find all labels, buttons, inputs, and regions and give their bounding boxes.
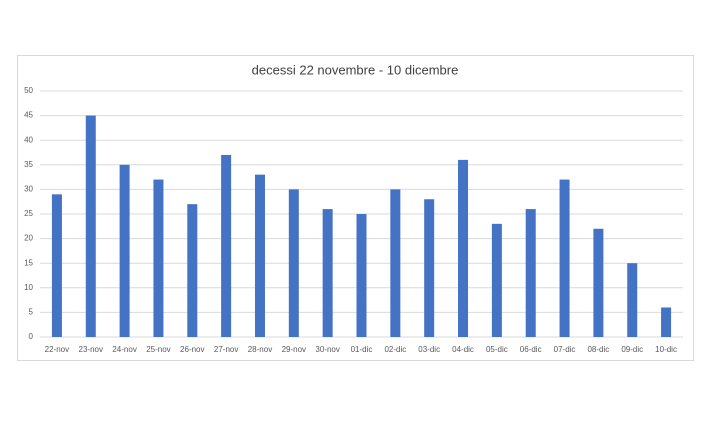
x-tick-label: 07-dic [554,345,576,354]
bar [254,174,265,337]
y-tick-label: 35 [24,160,33,169]
x-tick-label: 08-dic [587,345,609,354]
chart-title: decessi 22 novembre - 10 dicembre [252,62,459,77]
bar [85,115,96,337]
y-tick-label: 5 [29,308,34,317]
x-tick-label: 25-nov [146,345,170,354]
bar [424,199,435,337]
x-tick-label: 24-nov [112,345,136,354]
bar [390,189,401,337]
bar [322,209,333,337]
y-tick-label: 0 [29,332,34,341]
bar [288,189,299,337]
x-tick-label: 03-dic [418,345,440,354]
bar [51,194,62,337]
bar [153,179,164,337]
bar [221,154,232,337]
x-tick-label: 02-dic [384,345,406,354]
x-tick-label: 29-nov [282,345,306,354]
y-tick-label: 15 [24,258,33,267]
bar [593,228,604,337]
x-tick-label: 10-dic [655,345,677,354]
x-tick-label: 04-dic [452,345,474,354]
bar [187,204,198,337]
y-tick-label: 10 [24,283,33,292]
bar [119,164,130,337]
bar [559,179,570,337]
x-tick-label: 06-dic [520,345,542,354]
bar [661,307,672,337]
bar [525,209,536,337]
x-tick-label: 28-nov [248,345,272,354]
chart-border [17,55,694,361]
y-tick-label: 20 [24,234,33,243]
x-tick-label: 23-nov [79,345,103,354]
x-tick-label: 05-dic [486,345,508,354]
x-tick-label: 26-nov [180,345,204,354]
x-tick-label: 09-dic [621,345,643,354]
y-tick-label: 25 [24,209,33,218]
y-tick-label: 40 [24,135,33,144]
y-tick-label: 45 [24,111,33,120]
x-tick-label: 27-nov [214,345,238,354]
x-tick-label: 30-nov [315,345,339,354]
bar [491,223,502,337]
y-tick-label: 30 [24,185,33,194]
y-tick-label: 50 [24,86,33,95]
x-tick-label: 22-nov [45,345,69,354]
bar [458,159,469,337]
x-tick-label: 01-dic [351,345,373,354]
bar [627,263,638,337]
bar [356,214,367,337]
